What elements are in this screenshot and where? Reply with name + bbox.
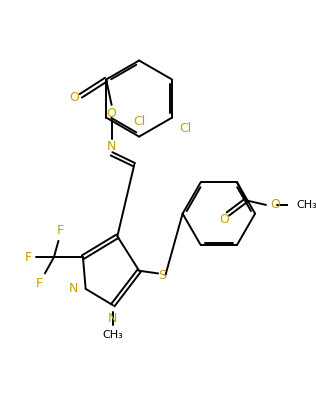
Text: Cl: Cl — [133, 115, 145, 128]
Text: F: F — [36, 277, 43, 290]
Text: CH₃: CH₃ — [296, 200, 316, 210]
Text: O: O — [70, 91, 79, 104]
Text: O: O — [107, 107, 117, 119]
Text: Cl: Cl — [179, 122, 191, 135]
Text: S: S — [158, 269, 166, 282]
Text: N: N — [107, 140, 116, 153]
Text: O: O — [219, 213, 229, 226]
Text: F: F — [57, 224, 64, 237]
Text: F: F — [25, 251, 32, 263]
Text: N: N — [69, 282, 78, 296]
Text: N: N — [108, 312, 118, 325]
Text: O: O — [270, 198, 280, 211]
Text: CH₃: CH₃ — [102, 330, 123, 340]
